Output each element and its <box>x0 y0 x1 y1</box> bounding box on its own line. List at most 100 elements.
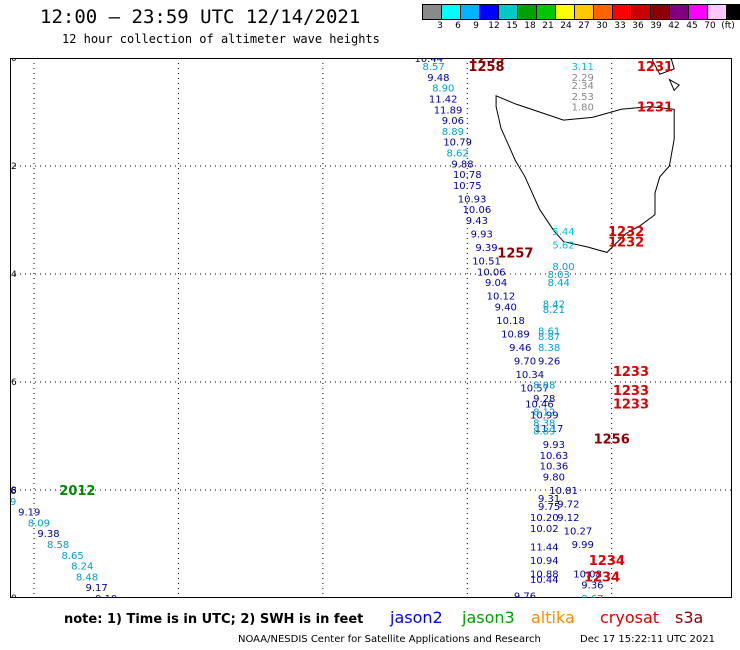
lat-tick-label: -48 <box>10 486 17 496</box>
swh-value: 10.88 <box>530 570 559 581</box>
swh-value: 8.65 <box>61 551 83 562</box>
swh-value: 10.81 <box>549 486 578 497</box>
swh-value: 3.11 <box>572 62 594 73</box>
swh-value: 8.38 <box>533 419 555 430</box>
swh-value: 2.53 <box>572 92 594 103</box>
legend-label: 6 <box>455 21 461 31</box>
swh-value: 9.48 <box>427 73 449 84</box>
swh-value: 10.16 <box>511 597 540 598</box>
swh-value: 8.09 <box>28 518 50 529</box>
swh-value: 10.89 <box>501 329 530 340</box>
swh-value: 10.20 <box>530 513 559 524</box>
legend-label: 3 <box>437 21 443 31</box>
swh-value: 10.36 <box>540 462 569 473</box>
swh-value: 8.24 <box>71 562 93 573</box>
swh-value: 10.57 <box>520 383 549 394</box>
swh-value: 9.76 <box>514 591 536 598</box>
swh-value: 10.34 <box>516 370 545 381</box>
swh-value: 10.12 <box>487 292 516 303</box>
swh-value: 8.67 <box>581 594 603 598</box>
swh-value: 9.46 <box>509 343 531 354</box>
pass-time-label: 1258 <box>468 60 504 75</box>
swh-value: 9.88 <box>451 159 473 170</box>
pass-time-label: 1233 <box>613 384 649 399</box>
legend-label: 9 <box>473 21 479 31</box>
swh-value: 9.06 <box>442 116 464 127</box>
legend-label: 45 <box>686 21 698 31</box>
page-subtitle: 12 hour collection of altimeter wave hei… <box>62 32 380 46</box>
legend-swatch <box>518 4 537 20</box>
pass-time-label: 1259 <box>468 58 504 67</box>
swh-value: 8.88 <box>533 381 555 392</box>
swh-value: 8.57 <box>422 62 444 73</box>
legend-swatch <box>499 4 518 20</box>
swh-value: 10.08 <box>573 570 602 581</box>
swh-value: 9.28 <box>533 394 555 405</box>
lat-tick-label: -40 <box>10 58 17 64</box>
lat-tick-label: -46 <box>10 378 17 388</box>
legend-swatch <box>594 4 613 20</box>
swh-value: 5.44 <box>552 227 574 238</box>
swh-value: 11.89 <box>434 105 463 116</box>
swh-value: 9.17 <box>86 583 108 594</box>
swh-value: 9.70 <box>514 356 536 367</box>
legend-swatch <box>480 4 499 20</box>
swh-value: 9.12 <box>557 513 579 524</box>
swh-value: 8.62 <box>447 149 469 160</box>
swh-value: 10.18 <box>496 316 525 327</box>
lat-tick-label: -44 <box>10 270 17 280</box>
swh-value: 8.38 <box>538 343 560 354</box>
swh-value: 9.99 <box>572 540 594 551</box>
swh-value: 11.44 <box>530 543 559 554</box>
satellite-jason2: jason2 <box>390 608 443 627</box>
swh-value: 10.06 <box>477 267 506 278</box>
swh-value: 9.72 <box>557 500 579 511</box>
swh-value: 8.96 <box>10 486 16 497</box>
legend-swatch <box>461 4 480 20</box>
swh-value: 10.27 <box>564 527 593 538</box>
legend-label: 36 <box>632 21 644 31</box>
footer-note: note: 1) Time is in UTC; 2) SWH is in fe… <box>64 612 364 627</box>
satellite-s3a: s3a <box>675 608 704 627</box>
pass-time-label: 1257 <box>497 246 533 261</box>
swh-value: 8.12 <box>533 408 555 419</box>
legend-swatch <box>422 4 442 20</box>
pass-time-label: 1233 <box>613 365 649 380</box>
legend-swatch <box>613 4 632 20</box>
swh-value: 11.42 <box>429 95 458 106</box>
legend-label: 39 <box>650 21 662 31</box>
swh-value: 8.03 <box>548 270 570 281</box>
swh-value: 8.61 <box>538 327 560 338</box>
swh-value: 9.04 <box>485 278 507 289</box>
swh-value: 9.26 <box>538 356 560 367</box>
legend-swatch <box>689 4 708 20</box>
swh-value: 10.46 <box>525 400 554 411</box>
swh-value: 8.00 <box>552 262 574 273</box>
swh-value: 11.17 <box>535 424 564 435</box>
swh-value: 2.29 <box>572 73 594 84</box>
swh-value: 1.80 <box>572 103 594 114</box>
swh-value: 10.02 <box>530 524 559 535</box>
swh-value: 8.87 <box>538 332 560 343</box>
island-outline <box>652 58 675 75</box>
swh-value: 8.42 <box>543 300 565 311</box>
swh-value: 10.75 <box>453 181 482 192</box>
swh-value: 10.79 <box>443 138 472 149</box>
swh-value: 9.36 <box>581 581 603 592</box>
legend-label: 24 <box>560 21 572 31</box>
swh-value: 10.93 <box>458 194 487 205</box>
swh-value: 9.39 <box>475 243 497 254</box>
color-legend <box>422 4 740 20</box>
legend-swatch <box>537 4 556 20</box>
legend-swatch <box>651 4 670 20</box>
pass-time-label: 2012 <box>59 484 95 499</box>
swh-value: 8.89 <box>533 427 555 438</box>
page-title: 12:00 – 23:59 UTC 12/14/2021 <box>40 6 361 28</box>
map-frame <box>10 58 732 598</box>
legend-swatch <box>632 4 651 20</box>
legend-label: 18 <box>524 21 536 31</box>
swh-value: 9.93 <box>543 440 565 451</box>
swh-value: 9.19 <box>95 594 117 598</box>
swh-value: 9.38 <box>37 529 59 540</box>
legend-label: 21 <box>542 21 554 31</box>
